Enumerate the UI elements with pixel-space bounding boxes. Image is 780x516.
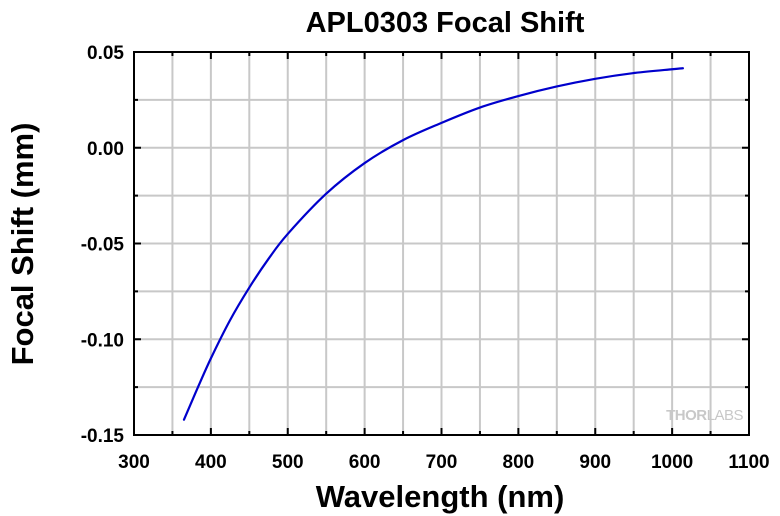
x-tick-label: 700 — [426, 452, 458, 473]
y-tick-label: 0.05 — [87, 43, 124, 64]
x-tick-label: 1000 — [651, 452, 693, 473]
y-tick-label: 0.00 — [87, 139, 124, 160]
focal-shift-series-line — [182, 67, 684, 421]
x-tick-label: 300 — [118, 452, 150, 473]
y-tick-labels: 0.05 0.00 -0.05 -0.10 -0.15 — [81, 43, 125, 447]
watermark-thor: THOR — [666, 407, 707, 424]
y-tick-label: -0.15 — [81, 426, 125, 447]
series-group — [182, 67, 684, 421]
x-tick-label: 900 — [579, 452, 611, 473]
watermark-labs: LABS — [707, 407, 744, 424]
x-tick-label: 800 — [503, 452, 535, 473]
y-tick-label: -0.05 — [81, 235, 125, 256]
x-tick-label: 600 — [349, 452, 381, 473]
y-axis-label: Focal Shift (mm) — [5, 123, 40, 366]
chart-title: APL0303 Focal Shift — [306, 7, 585, 39]
x-axis-label: Wavelength (nm) — [316, 479, 565, 514]
x-tick-label: 500 — [272, 452, 304, 473]
x-tick-label: 1100 — [728, 452, 769, 473]
x-tick-label: 400 — [195, 452, 227, 473]
y-tick-label: -0.10 — [81, 330, 124, 351]
thorlabs-watermark: THORLABS — [666, 407, 743, 424]
plot-frame — [133, 51, 750, 436]
x-tick-labels: 300 400 500 600 700 800 900 1000 1100 — [118, 452, 769, 473]
grid-lines — [134, 52, 749, 435]
